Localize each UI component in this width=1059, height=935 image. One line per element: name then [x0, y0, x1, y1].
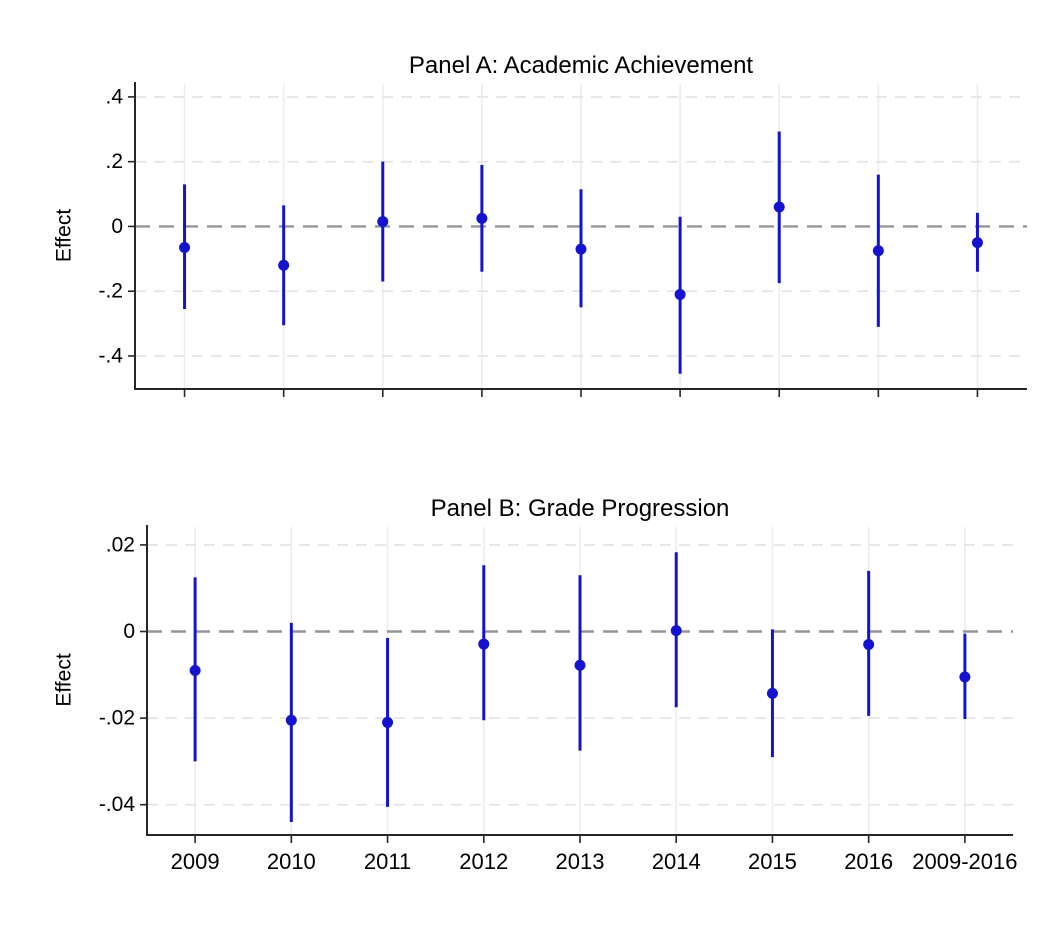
panel-b-x-tick-label: 2014 [652, 849, 701, 874]
panel-a-estimate-marker [872, 245, 884, 257]
panel-b-ylabel: Effect [53, 653, 76, 706]
panel-b-x-tick-label: 2009 [171, 849, 220, 874]
panel-b-estimate-marker [863, 638, 875, 650]
panel-a-estimate-marker [377, 216, 389, 228]
panel-b-y-tick-label: 0 [123, 620, 135, 643]
panel-a-y-tick-label: 0 [111, 215, 123, 238]
panel-b-estimate-marker [382, 716, 394, 728]
panel-b-x-tick-label: 2011 [364, 849, 411, 874]
panel-b-x-tick-label: 2015 [748, 849, 797, 874]
panel-a-y-tick-label: .4 [105, 85, 123, 108]
panel-b-x-tick-label: 2012 [459, 849, 508, 874]
panel-b-estimate-marker [766, 687, 778, 699]
panel-b-x-tick-label: 2009-2016 [912, 849, 1017, 874]
panel-b-estimate-marker [670, 625, 682, 637]
panel-a-y-tick-label: -.2 [98, 280, 123, 303]
panel-a-ylabel: Effect [53, 209, 76, 262]
panel-b-estimate-marker [189, 664, 201, 676]
panel-b-y-tick-label: -.02 [99, 707, 135, 730]
panel-b-y-tick-label: -.04 [99, 793, 136, 816]
panel-b-x-tick-label: 2010 [267, 849, 316, 874]
panel-a-y-tick-label: .2 [105, 150, 123, 173]
panel-a-estimate-marker [674, 288, 686, 300]
panel-b-y-tick-label: .02 [106, 533, 135, 556]
panel-a-estimate-marker [179, 241, 191, 253]
panel-b-title: Panel B: Grade Progression [431, 495, 730, 522]
panel-a-estimate-marker [575, 243, 587, 255]
panel-b-x-tick-label: 2016 [844, 849, 893, 874]
panel-a-estimate-marker [476, 212, 488, 224]
panel-a-y-tick-label: -.4 [98, 344, 123, 367]
panel-a-estimate-marker [971, 237, 983, 249]
panel-b-estimate-marker [574, 659, 586, 671]
panel-a-estimate-marker [773, 201, 785, 213]
panel-b-x-tick-label: 2013 [556, 849, 605, 874]
panel-a-estimate-marker [278, 259, 290, 271]
panel-a-title: Panel A: Academic Achievement [409, 52, 754, 79]
panel-b-estimate-marker [478, 638, 490, 650]
panel-b-estimate-marker [285, 714, 297, 726]
panel-b-estimate-marker [959, 671, 971, 683]
